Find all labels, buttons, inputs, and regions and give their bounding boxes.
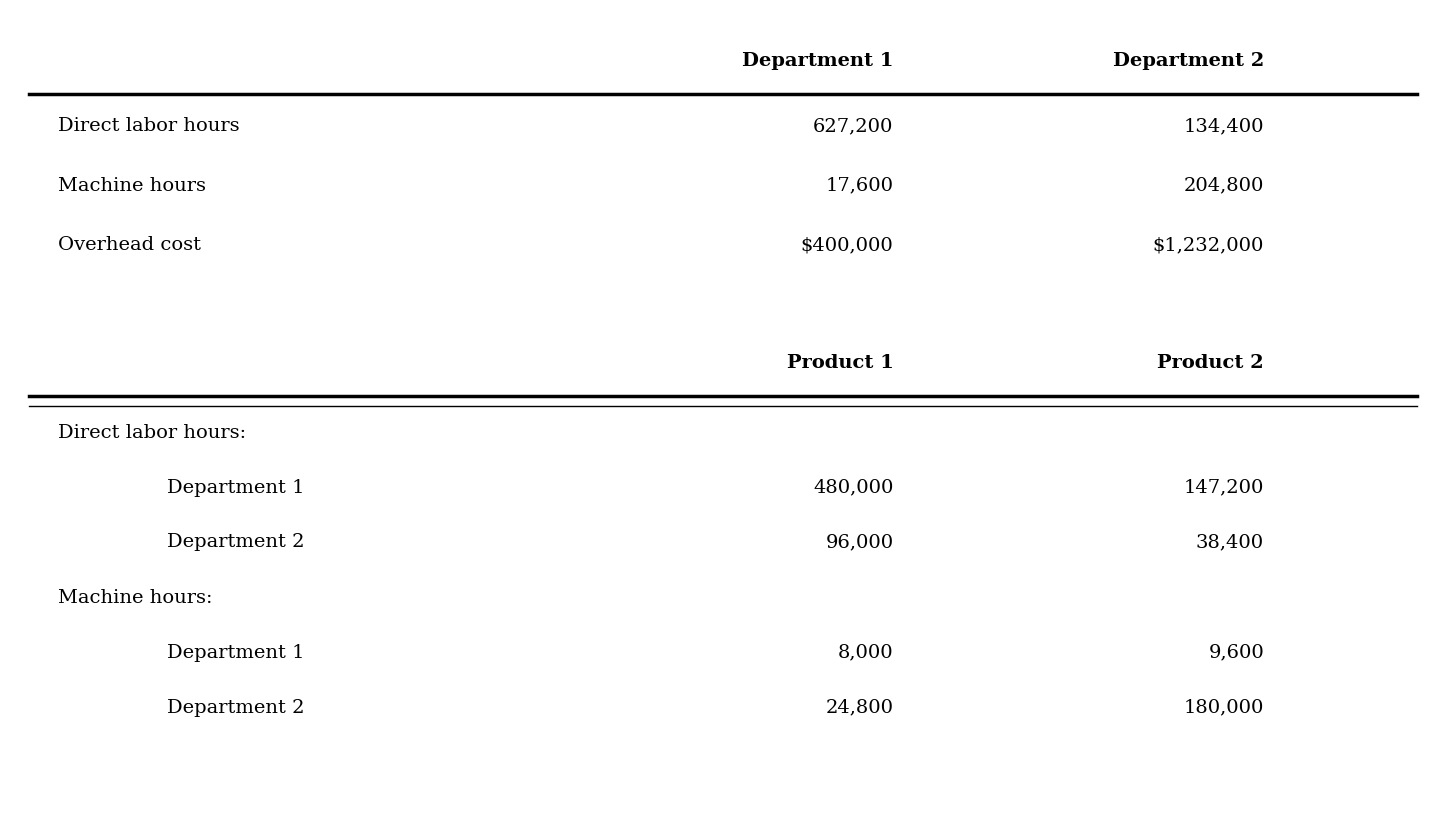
Text: 38,400: 38,400 bbox=[1196, 533, 1264, 551]
Text: Department 2: Department 2 bbox=[1113, 52, 1264, 70]
Text: 480,000: 480,000 bbox=[814, 479, 894, 497]
Text: Department 2: Department 2 bbox=[167, 533, 305, 551]
Text: 96,000: 96,000 bbox=[825, 533, 894, 551]
Text: Machine hours:: Machine hours: bbox=[58, 589, 212, 607]
Text: 204,800: 204,800 bbox=[1184, 177, 1264, 195]
Text: 9,600: 9,600 bbox=[1209, 644, 1264, 662]
Text: Department 1: Department 1 bbox=[167, 479, 305, 497]
Text: Overhead cost: Overhead cost bbox=[58, 236, 201, 254]
Text: Product 1: Product 1 bbox=[786, 354, 894, 372]
Text: 8,000: 8,000 bbox=[838, 644, 894, 662]
Text: Department 1: Department 1 bbox=[167, 644, 305, 662]
Text: 134,400: 134,400 bbox=[1184, 117, 1264, 135]
Text: 627,200: 627,200 bbox=[814, 117, 894, 135]
Text: 180,000: 180,000 bbox=[1184, 699, 1264, 717]
Text: Direct labor hours: Direct labor hours bbox=[58, 117, 240, 135]
Text: Machine hours: Machine hours bbox=[58, 177, 206, 195]
Text: 24,800: 24,800 bbox=[825, 699, 894, 717]
Text: Department 1: Department 1 bbox=[742, 52, 894, 70]
Text: Direct labor hours:: Direct labor hours: bbox=[58, 424, 246, 442]
Text: Department 2: Department 2 bbox=[167, 699, 305, 717]
Text: 147,200: 147,200 bbox=[1184, 479, 1264, 497]
Text: $400,000: $400,000 bbox=[801, 236, 894, 254]
Text: $1,232,000: $1,232,000 bbox=[1152, 236, 1264, 254]
Text: 17,600: 17,600 bbox=[825, 177, 894, 195]
Text: Product 2: Product 2 bbox=[1158, 354, 1264, 372]
